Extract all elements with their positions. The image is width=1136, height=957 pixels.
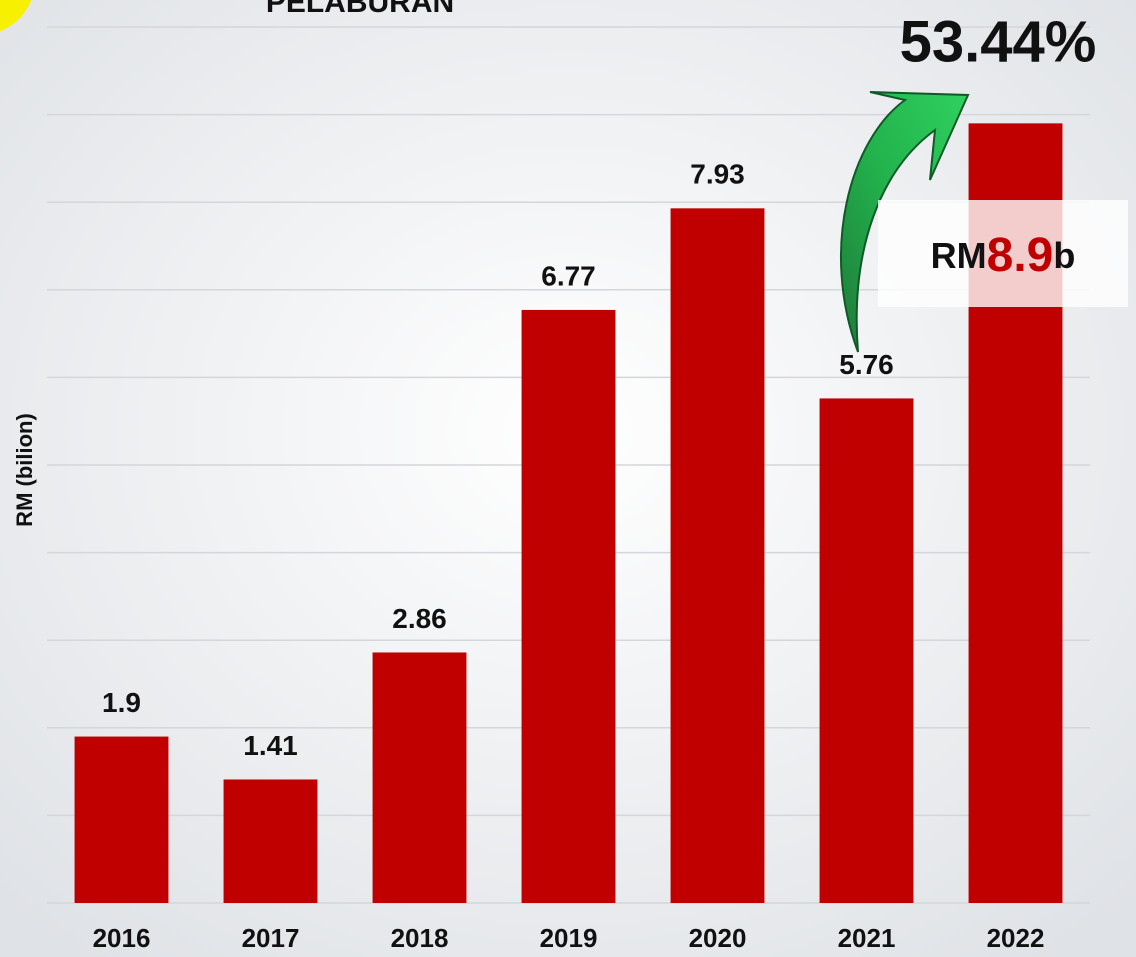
x-tick-label: 2022 xyxy=(987,923,1045,953)
total-prefix: RM xyxy=(931,235,987,276)
corner-decoration xyxy=(0,0,32,32)
bar xyxy=(223,779,318,903)
annotation-box xyxy=(878,200,1128,307)
x-tick-label: 2020 xyxy=(689,923,747,953)
total-suffix: b xyxy=(1053,235,1075,276)
data-label: 6.77 xyxy=(541,260,596,291)
data-label: 2.86 xyxy=(392,603,447,634)
data-label: 5.76 xyxy=(839,349,894,380)
total-value: 8.9 xyxy=(987,229,1054,282)
bar xyxy=(74,736,169,903)
x-tick-label: 2019 xyxy=(540,923,598,953)
growth-arrow xyxy=(840,91,970,353)
x-tick-label: 2018 xyxy=(391,923,449,953)
x-tick-label: 2016 xyxy=(93,923,151,953)
data-label: 1.9 xyxy=(102,687,141,718)
data-label: 1.41 xyxy=(243,730,298,761)
x-tick-label: 2021 xyxy=(838,923,896,953)
bar xyxy=(521,309,616,903)
bar xyxy=(670,208,765,903)
bar xyxy=(819,398,914,903)
total-annotation: RM8.9b xyxy=(931,229,1076,282)
x-tick-label: 2017 xyxy=(242,923,300,953)
growth-annotation: 53.44% xyxy=(900,9,1097,74)
chart-title: PELABURAN xyxy=(266,0,454,19)
y-axis-label: RM (bilion) xyxy=(12,413,37,527)
data-label: 7.93 xyxy=(690,159,745,190)
bar xyxy=(372,652,467,903)
